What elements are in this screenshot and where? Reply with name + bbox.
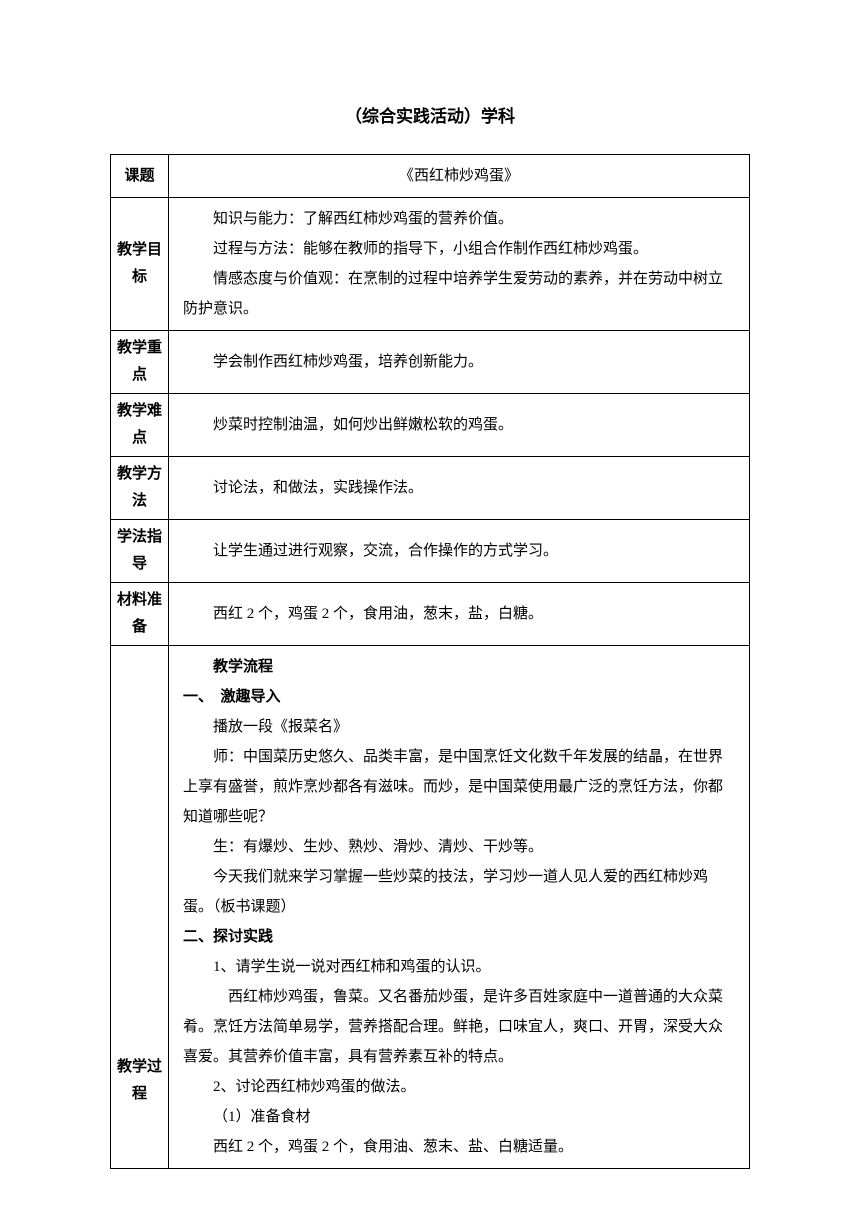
label-objectives: 教学目标: [111, 198, 169, 331]
s2-line1: 1、请学生说一说对西红柿和鸡蛋的认识。: [183, 952, 735, 982]
obj-line1: 知识与能力：了解西红柿炒鸡蛋的营养价值。: [183, 204, 735, 234]
s1-line3: 生：有爆炒、生炒、熟炒、滑炒、清炒、干炒等。: [183, 832, 735, 862]
section1-heading: 一、 激趣导入: [183, 682, 735, 712]
flow-heading: 教学流程: [183, 652, 735, 682]
s1-line1: 播放一段《报菜名》: [183, 712, 735, 742]
row-guidance: 学法指导 让学生通过进行观察，交流，合作操作的方式学习。: [111, 520, 750, 583]
content-focus: 学会制作西红柿炒鸡蛋，培养创新能力。: [169, 331, 750, 394]
s2-line3: 2、讨论西红柿炒鸡蛋的做法。: [183, 1072, 735, 1102]
row-process: 教学过程 教学流程 一、 激趣导入 播放一段《报菜名》 师：中国菜历史悠久、品类…: [111, 646, 750, 1169]
label-difficulty: 教学难点: [111, 394, 169, 457]
label-method: 教学方法: [111, 457, 169, 520]
obj-line2: 过程与方法：能够在教师的指导下，小组合作制作西红柿炒鸡蛋。: [183, 234, 735, 264]
content-objectives: 知识与能力：了解西红柿炒鸡蛋的营养价值。 过程与方法：能够在教师的指导下，小组合…: [169, 198, 750, 331]
page-title: （综合实践活动）学科: [110, 100, 750, 134]
content-guidance: 让学生通过进行观察，交流，合作操作的方式学习。: [169, 520, 750, 583]
label-focus: 教学重点: [111, 331, 169, 394]
label-topic: 课题: [111, 155, 169, 198]
s2-line2: 西红柿炒鸡蛋，鲁菜。又名番茄炒蛋，是许多百姓家庭中一道普通的大众菜肴。烹饪方法简…: [183, 982, 735, 1072]
row-objectives: 教学目标 知识与能力：了解西红柿炒鸡蛋的营养价值。 过程与方法：能够在教师的指导…: [111, 198, 750, 331]
content-materials: 西红 2 个，鸡蛋 2 个，食用油，葱末，盐，白糖。: [169, 583, 750, 646]
s1-line4: 今天我们就来学习掌握一些炒菜的技法，学习炒一道人见人爱的西红柿炒鸡蛋。（板书课题…: [183, 862, 735, 922]
label-guidance: 学法指导: [111, 520, 169, 583]
obj-line3: 情感态度与价值观：在烹制的过程中培养学生爱劳动的素养，并在劳动中树立防护意识。: [183, 264, 735, 324]
materials-text: 西红 2 个，鸡蛋 2 个，食用油，葱末，盐，白糖。: [183, 599, 735, 629]
guidance-text: 让学生通过进行观察，交流，合作操作的方式学习。: [183, 536, 735, 566]
row-topic: 课题 《西红柿炒鸡蛋》: [111, 155, 750, 198]
row-materials: 材料准备 西红 2 个，鸡蛋 2 个，食用油，葱末，盐，白糖。: [111, 583, 750, 646]
focus-text: 学会制作西红柿炒鸡蛋，培养创新能力。: [183, 347, 735, 377]
s1-line2: 师：中国菜历史悠久、品类丰富，是中国烹饪文化数千年发展的结晶，在世界上享有盛誉，…: [183, 742, 735, 832]
lesson-plan-table: 课题 《西红柿炒鸡蛋》 教学目标 知识与能力：了解西红柿炒鸡蛋的营养价值。 过程…: [110, 154, 750, 1169]
section2-heading: 二、探讨实践: [183, 922, 735, 952]
s2-line5: 西红 2 个，鸡蛋 2 个，食用油、葱末、盐、白糖适量。: [183, 1132, 735, 1162]
label-materials: 材料准备: [111, 583, 169, 646]
row-difficulty: 教学难点 炒菜时控制油温，如何炒出鲜嫩松软的鸡蛋。: [111, 394, 750, 457]
difficulty-text: 炒菜时控制油温，如何炒出鲜嫩松软的鸡蛋。: [183, 410, 735, 440]
content-method: 讨论法，和做法，实践操作法。: [169, 457, 750, 520]
method-text: 讨论法，和做法，实践操作法。: [183, 473, 735, 503]
row-method: 教学方法 讨论法，和做法，实践操作法。: [111, 457, 750, 520]
row-focus: 教学重点 学会制作西红柿炒鸡蛋，培养创新能力。: [111, 331, 750, 394]
label-process: 教学过程: [111, 646, 169, 1169]
content-difficulty: 炒菜时控制油温，如何炒出鲜嫩松软的鸡蛋。: [169, 394, 750, 457]
content-process: 教学流程 一、 激趣导入 播放一段《报菜名》 师：中国菜历史悠久、品类丰富，是中…: [169, 646, 750, 1169]
content-topic: 《西红柿炒鸡蛋》: [169, 155, 750, 198]
s2-line4: （1）准备食材: [183, 1102, 735, 1132]
